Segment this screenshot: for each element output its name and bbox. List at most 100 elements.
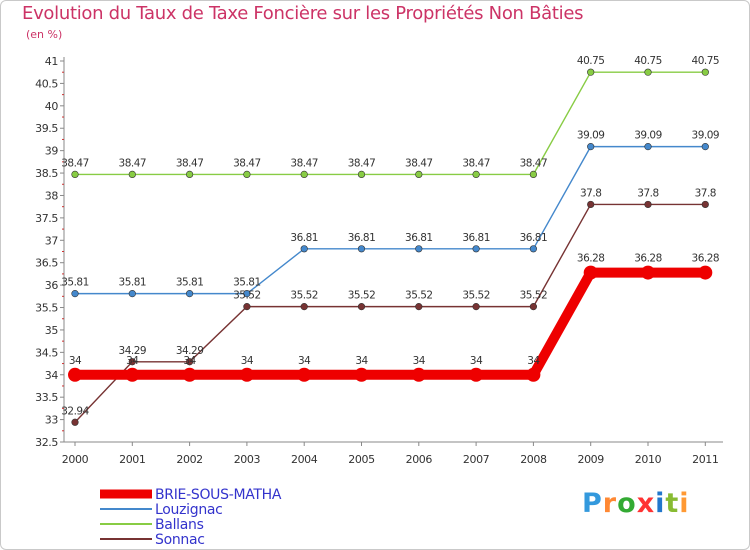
data-point-sonnac	[186, 358, 194, 366]
y-tick-label: 36	[45, 279, 59, 292]
data-point-louzignac	[587, 143, 595, 151]
data-point-louzignac	[71, 290, 79, 298]
data-label-louzignac: 39.09	[577, 130, 605, 142]
y-tick-label: 37	[45, 234, 59, 247]
data-label-sonnac: 35.52	[462, 290, 490, 302]
data-label-sonnac: 32.94	[61, 405, 89, 417]
proxiti-logo: Proxiti	[582, 488, 690, 519]
data-label-sonnac: 35.52	[405, 290, 433, 302]
data-label-louzignac: 35.81	[61, 277, 89, 289]
data-point-ballans	[529, 170, 538, 179]
series-line-louzignac	[75, 145, 706, 295]
data-point-brie-sous-matha	[698, 265, 713, 280]
data-label-sonnac: 34.29	[176, 345, 204, 357]
data-label-ballans: 40.75	[692, 55, 720, 67]
data-point-ballans	[701, 68, 709, 76]
y-tick-label: 40.5	[35, 77, 58, 90]
y-tick-label: 37.5	[35, 212, 58, 225]
data-point-louzignac	[128, 290, 136, 298]
data-label-brie-sous-matha: 34	[413, 355, 426, 367]
data-point-louzignac	[243, 290, 251, 298]
x-tick-label: 2006	[406, 453, 433, 466]
data-point-ballans	[186, 170, 194, 179]
data-label-sonnac: 35.52	[348, 290, 376, 302]
y-tick-label: 33	[45, 414, 59, 427]
data-point-louzignac	[357, 245, 366, 253]
data-point-sonnac	[357, 303, 366, 311]
data-point-sonnac	[587, 200, 595, 209]
brand-letter: i	[655, 488, 666, 519]
data-label-ballans: 38.47	[348, 157, 376, 169]
data-point-sonnac	[529, 303, 538, 311]
data-label-ballans: 38.47	[290, 157, 318, 169]
x-tick-label: 2003	[234, 453, 261, 466]
data-label-sonnac: 34.29	[119, 345, 147, 357]
data-point-sonnac	[71, 418, 79, 426]
data-point-brie-sous-matha	[354, 367, 369, 382]
data-point-ballans	[300, 170, 308, 179]
data-label-ballans: 38.47	[233, 157, 261, 169]
legend-label-louzignac: Louzignac	[155, 502, 223, 518]
y-tick-label: 40	[45, 100, 59, 113]
data-label-sonnac: 37.8	[695, 187, 716, 199]
data-point-louzignac	[644, 143, 652, 151]
data-label-louzignac: 39.09	[692, 130, 720, 142]
data-point-sonnac	[243, 303, 251, 311]
data-point-brie-sous-matha	[526, 367, 541, 382]
data-point-louzignac	[186, 290, 194, 298]
brand-letter: P	[582, 488, 603, 519]
data-point-ballans	[128, 170, 136, 179]
data-label-sonnac: 35.52	[233, 290, 261, 302]
data-point-brie-sous-matha	[297, 367, 312, 382]
data-label-ballans: 38.47	[176, 157, 204, 169]
data-point-brie-sous-matha	[68, 367, 82, 382]
data-point-louzignac	[701, 143, 709, 151]
data-label-brie-sous-matha: 34	[241, 355, 254, 367]
x-tick-label: 2002	[176, 453, 202, 466]
x-tick-label: 2011	[692, 453, 718, 466]
x-tick-label: 2004	[291, 453, 318, 466]
data-label-brie-sous-matha: 34	[126, 355, 139, 367]
x-tick-label: 2007	[463, 453, 490, 466]
data-label-brie-sous-matha: 34	[298, 355, 311, 367]
brand-letter: o	[617, 488, 637, 519]
x-tick-label: 2000	[62, 453, 89, 466]
data-label-sonnac: 35.52	[520, 290, 548, 302]
legend-label-ballans: Ballans	[155, 517, 204, 533]
y-axis-unit: (en %)	[26, 28, 63, 41]
x-tick-label: 2005	[348, 453, 375, 466]
data-point-louzignac	[300, 245, 308, 253]
x-tick-label: 2009	[577, 453, 604, 466]
data-point-sonnac	[644, 200, 652, 209]
data-label-ballans: 38.47	[520, 157, 548, 169]
data-point-sonnac	[472, 303, 480, 311]
data-point-ballans	[357, 170, 366, 179]
data-point-brie-sous-matha	[469, 367, 484, 382]
data-point-brie-sous-matha	[182, 367, 197, 382]
brand-letter: x	[636, 488, 656, 519]
data-point-ballans	[415, 170, 423, 179]
data-point-sonnac	[415, 303, 423, 311]
data-label-ballans: 38.47	[462, 157, 490, 169]
data-label-louzignac: 36.81	[462, 232, 490, 244]
data-label-sonnac: 35.52	[290, 290, 318, 302]
data-label-louzignac: 36.81	[290, 232, 318, 244]
data-label-brie-sous-matha: 36.28	[577, 253, 605, 265]
data-label-ballans: 38.47	[405, 157, 433, 169]
data-point-sonnac	[701, 200, 709, 209]
chart-title: Evolution du Taux de Taxe Foncière sur l…	[22, 3, 584, 24]
data-point-louzignac	[415, 245, 423, 253]
brand-letter: t	[665, 488, 680, 519]
data-label-brie-sous-matha: 36.28	[634, 253, 662, 265]
y-tick-label: 32.5	[35, 436, 58, 449]
data-point-ballans	[472, 170, 480, 179]
data-label-louzignac: 35.81	[233, 277, 261, 289]
data-point-brie-sous-matha	[411, 367, 426, 382]
data-label-louzignac: 36.81	[405, 232, 433, 244]
data-point-brie-sous-matha	[583, 265, 598, 280]
data-label-ballans: 40.75	[577, 55, 605, 67]
data-point-ballans	[587, 68, 595, 76]
y-tick-label: 35.5	[35, 302, 58, 315]
data-label-sonnac: 37.8	[637, 187, 658, 199]
